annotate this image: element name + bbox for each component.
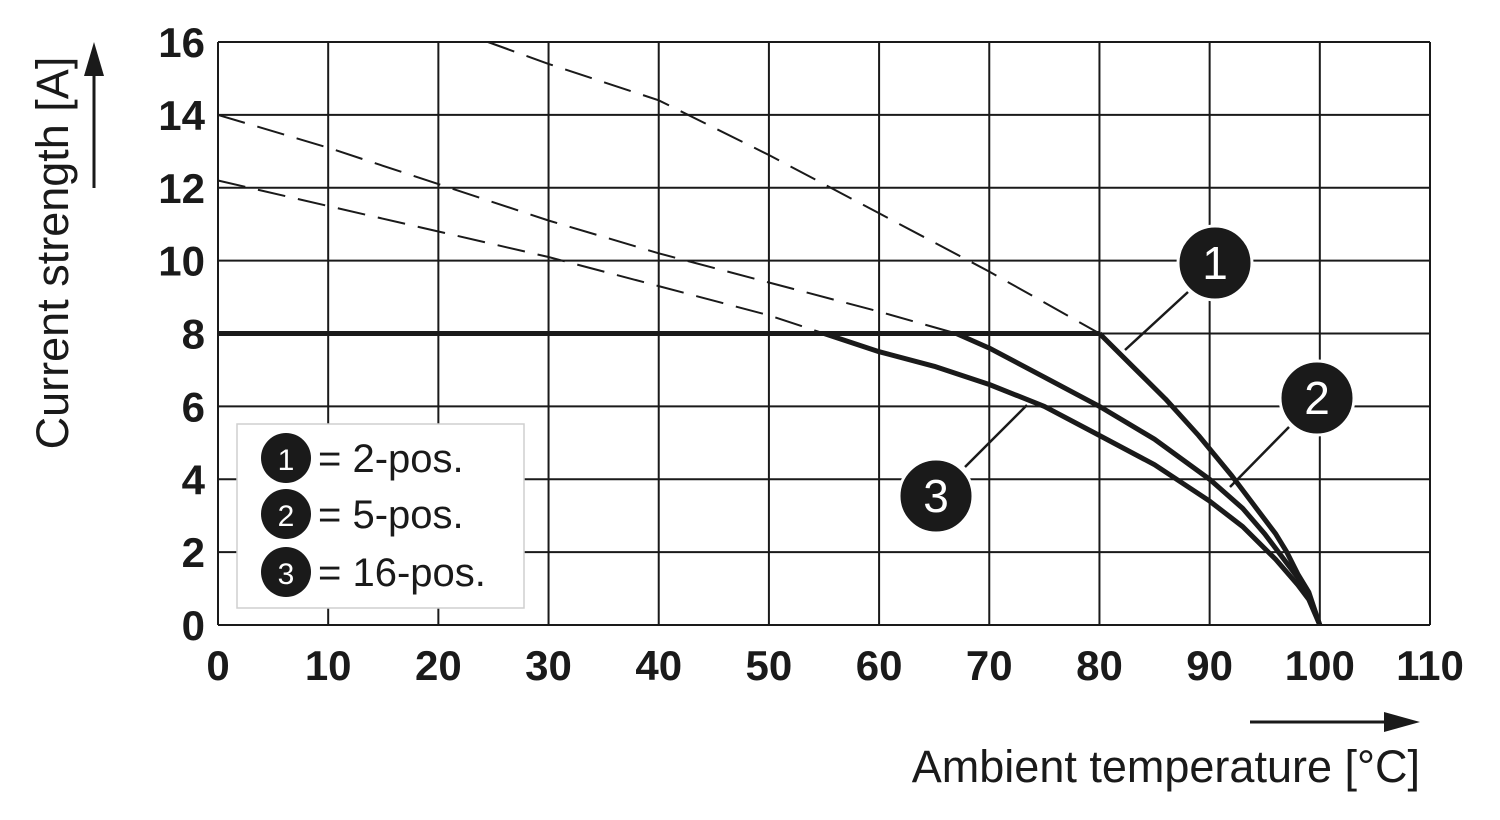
derating-curves xyxy=(218,331,1323,626)
callout-badge-label-3: 3 xyxy=(923,470,949,522)
y-tick-label-10: 10 xyxy=(158,238,205,285)
x-tick-label-10: 10 xyxy=(305,642,352,689)
callout-leader-2 xyxy=(1229,426,1290,488)
x-axis-label: Ambient temperature [°C] xyxy=(912,741,1420,792)
legend-item-2: 2 = 5-pos. xyxy=(261,489,464,539)
x-tick-label-80: 80 xyxy=(1076,642,1123,689)
x-tick-label-20: 20 xyxy=(415,642,462,689)
callout-badge-label-1: 1 xyxy=(1202,237,1228,289)
callout-badge-2 xyxy=(1278,359,1356,437)
legend-marker-2 xyxy=(261,489,311,539)
legend-marker-1 xyxy=(261,433,311,483)
x-tick-label-90: 90 xyxy=(1186,642,1233,689)
legend-marker-3 xyxy=(261,547,311,597)
derating-curve-2 xyxy=(955,331,1323,626)
legend-item-3: 3 = 16-pos. xyxy=(261,547,486,597)
y-tick-label-16: 16 xyxy=(158,19,205,66)
x-tick-label-70: 70 xyxy=(966,642,1013,689)
x-tick-label-100: 100 xyxy=(1285,642,1355,689)
legend-marker-3-label: 3 xyxy=(278,558,295,591)
y-tick-label-4: 4 xyxy=(182,456,206,503)
y-axis-label: Current strength [A] xyxy=(27,57,78,450)
legend-label-2: = 5-pos. xyxy=(318,493,464,537)
curve-callouts: 1 2 3 xyxy=(897,224,1356,535)
y-tick-label-8: 8 xyxy=(182,311,205,358)
legend-label-3: = 16-pos. xyxy=(318,551,486,595)
x-tick-label-60: 60 xyxy=(856,642,903,689)
x-tick-label-40: 40 xyxy=(635,642,682,689)
callout-leader-1 xyxy=(1124,291,1189,351)
legend-item-1: 1 = 2-pos. xyxy=(261,433,464,483)
legend-label-1: = 2-pos. xyxy=(318,437,464,481)
x-axis-arrow-head xyxy=(1384,712,1420,732)
legend-marker-2-label: 2 xyxy=(278,500,295,533)
x-tick-label-0: 0 xyxy=(206,642,229,689)
y-axis-arrow-head xyxy=(84,42,104,76)
dashed-curve-3 xyxy=(217,179,825,335)
dashed-curve-1 xyxy=(487,41,1100,335)
derating-curve-3 xyxy=(823,331,1323,626)
y-tick-label-2: 2 xyxy=(182,529,205,576)
legend: 1 = 2-pos. 2 = 5-pos. 3 = 16-pos. xyxy=(236,423,525,609)
callout-badge-3 xyxy=(897,457,975,535)
callout-leader-3 xyxy=(964,404,1028,468)
dashed-curves xyxy=(217,41,1100,335)
y-tick-label-12: 12 xyxy=(158,165,205,212)
legend-marker-1-label: 1 xyxy=(278,444,295,477)
x-tick-label-50: 50 xyxy=(746,642,793,689)
y-tick-label-14: 14 xyxy=(158,92,205,139)
callout-badge-label-2: 2 xyxy=(1304,372,1330,424)
y-tick-label-6: 6 xyxy=(182,383,205,430)
x-tick-label-30: 30 xyxy=(525,642,572,689)
dashed-curve-2 xyxy=(217,113,957,335)
callout-badge-1 xyxy=(1176,224,1254,302)
y-tick-label-0: 0 xyxy=(182,602,205,649)
x-tick-label-110: 110 xyxy=(1396,642,1464,689)
